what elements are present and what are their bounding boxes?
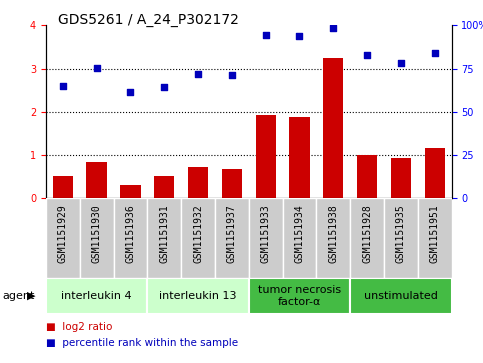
- Text: interleukin 13: interleukin 13: [159, 291, 237, 301]
- Text: GSM1151929: GSM1151929: [58, 204, 68, 263]
- Bar: [86, 163, 107, 198]
- Bar: [147, 198, 181, 278]
- Text: GSM1151934: GSM1151934: [295, 204, 304, 263]
- Bar: [147, 278, 249, 314]
- Point: [329, 25, 337, 31]
- Point: [160, 84, 168, 90]
- Bar: [283, 198, 316, 278]
- Point: [262, 32, 270, 38]
- Point: [296, 33, 303, 38]
- Point: [397, 61, 405, 66]
- Text: interleukin 4: interleukin 4: [61, 291, 132, 301]
- Bar: [114, 198, 147, 278]
- Text: GSM1151931: GSM1151931: [159, 204, 169, 263]
- Text: GSM1151928: GSM1151928: [362, 204, 372, 263]
- Text: ■  log2 ratio: ■ log2 ratio: [46, 322, 112, 332]
- Text: GSM1151933: GSM1151933: [261, 204, 270, 263]
- Bar: [215, 198, 249, 278]
- Point: [127, 89, 134, 95]
- Text: agent: agent: [2, 291, 35, 301]
- Bar: [357, 155, 377, 198]
- Bar: [181, 198, 215, 278]
- Bar: [188, 167, 208, 198]
- Point: [431, 50, 439, 56]
- Bar: [256, 115, 276, 198]
- Bar: [418, 198, 452, 278]
- Text: GSM1151935: GSM1151935: [396, 204, 406, 263]
- Bar: [289, 117, 310, 198]
- Bar: [391, 158, 411, 198]
- Bar: [249, 278, 350, 314]
- Bar: [46, 198, 80, 278]
- Point: [93, 65, 100, 70]
- Text: tumor necrosis
factor-α: tumor necrosis factor-α: [258, 285, 341, 307]
- Bar: [316, 198, 350, 278]
- Point: [59, 83, 67, 89]
- Bar: [53, 176, 73, 198]
- Text: GSM1151937: GSM1151937: [227, 204, 237, 263]
- Bar: [384, 198, 418, 278]
- Bar: [154, 176, 174, 198]
- Text: GSM1151930: GSM1151930: [92, 204, 101, 263]
- Text: GSM1151938: GSM1151938: [328, 204, 338, 263]
- Bar: [46, 278, 147, 314]
- Bar: [249, 198, 283, 278]
- Point: [363, 52, 371, 58]
- Bar: [350, 278, 452, 314]
- Text: ■  percentile rank within the sample: ■ percentile rank within the sample: [46, 338, 238, 348]
- Text: GSM1151932: GSM1151932: [193, 204, 203, 263]
- Text: GSM1151951: GSM1151951: [430, 204, 440, 263]
- Text: GDS5261 / A_24_P302172: GDS5261 / A_24_P302172: [58, 13, 239, 27]
- Text: ▶: ▶: [27, 291, 35, 301]
- Point: [194, 71, 202, 77]
- Bar: [120, 185, 141, 198]
- Text: unstimulated: unstimulated: [364, 291, 438, 301]
- Bar: [222, 168, 242, 198]
- Text: GSM1151936: GSM1151936: [126, 204, 135, 263]
- Bar: [323, 58, 343, 198]
- Point: [228, 72, 236, 78]
- Bar: [350, 198, 384, 278]
- Bar: [425, 148, 445, 198]
- Bar: [80, 198, 114, 278]
